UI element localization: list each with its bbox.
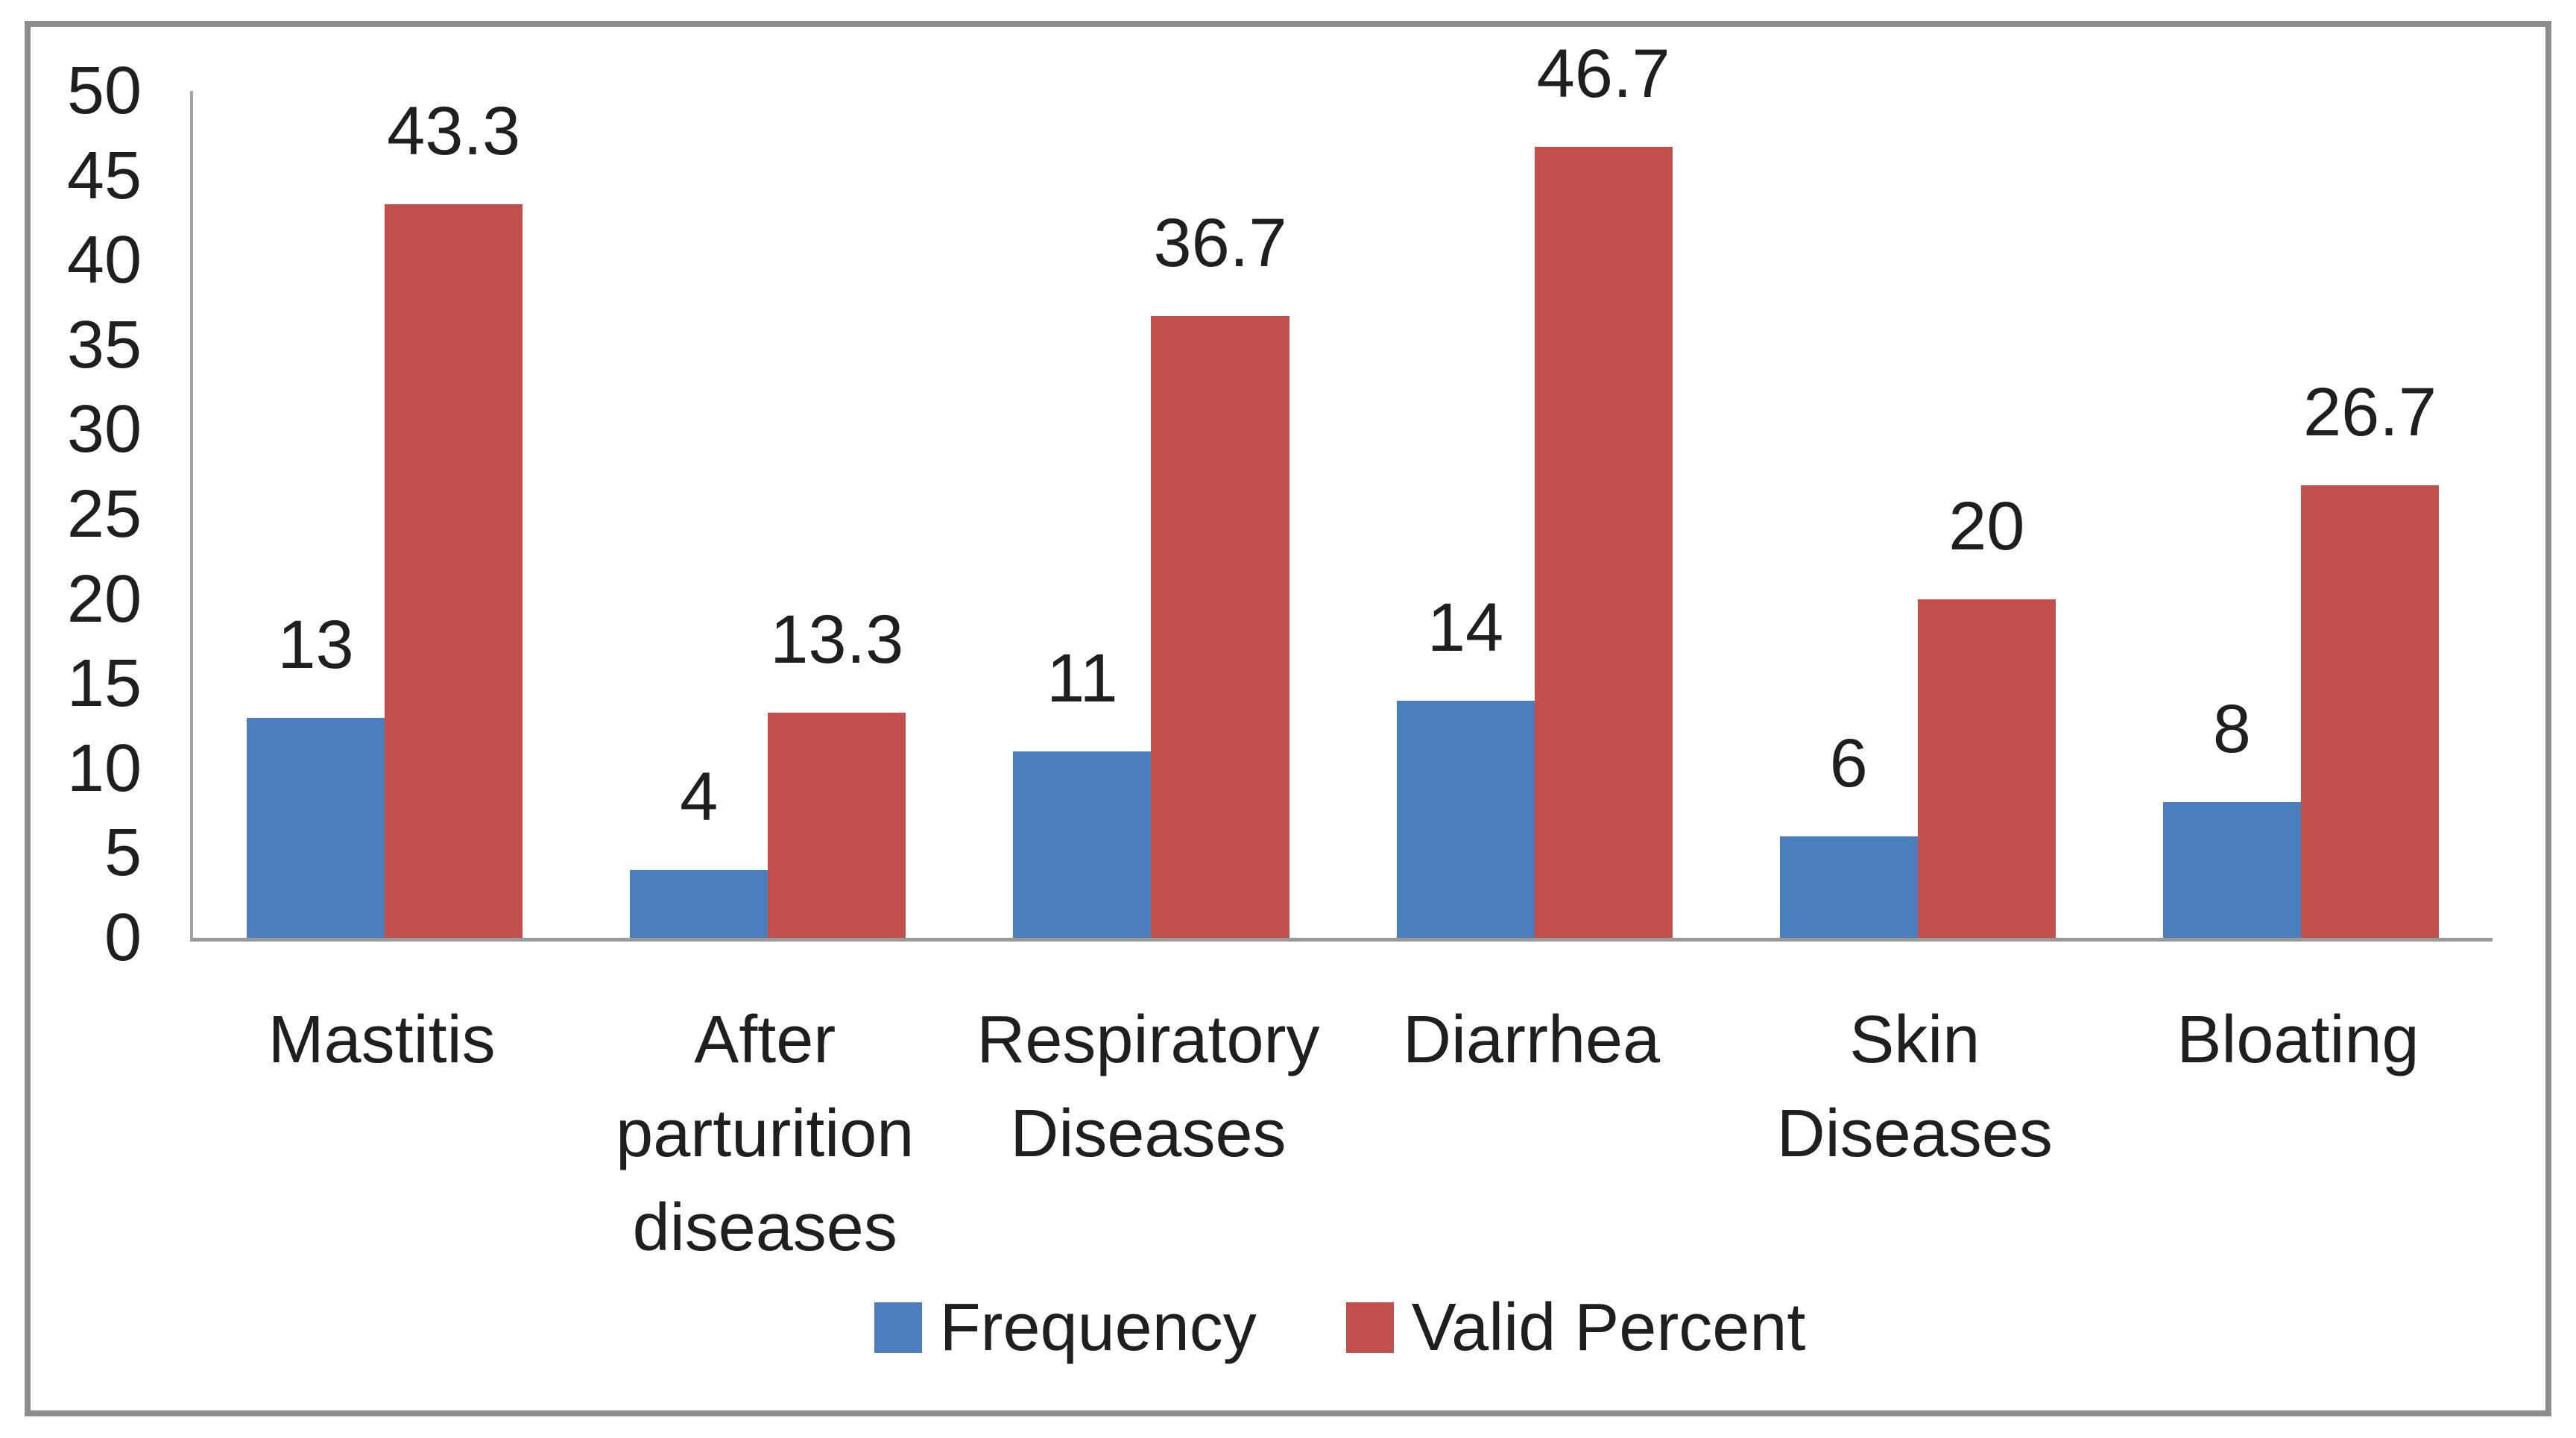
y-tick-label: 50 <box>66 54 142 128</box>
data-label: 8 <box>2212 691 2251 768</box>
bar-valid-percent: 43.3 <box>385 97 523 938</box>
bar-group: 6 20 <box>1726 91 2109 938</box>
category-label-cell: Mastitis <box>190 993 573 1275</box>
category-label-cell: Bloating <box>2106 993 2490 1275</box>
category-label: Diarrhea <box>1403 1003 1661 1077</box>
y-tick-label: 0 <box>104 901 142 975</box>
bar-group: 4 13.3 <box>576 91 959 938</box>
category-label-cell: After parturition diseases <box>573 993 956 1275</box>
y-tick-label: 5 <box>104 816 142 891</box>
data-label: 4 <box>680 759 719 836</box>
bar-group: 11 36.7 <box>959 91 1342 938</box>
data-label: 11 <box>1046 640 1118 717</box>
y-tick-label: 35 <box>66 307 142 382</box>
bar-frequency: 13 <box>246 611 385 938</box>
bar-valid-percent: 46.7 <box>1534 40 1673 938</box>
legend-swatch-icon <box>1345 1302 1394 1353</box>
legend-label: Valid Percent <box>1411 1290 1806 1365</box>
category-label: Skin Diseases <box>1776 1003 2053 1171</box>
data-label: 14 <box>1427 589 1504 666</box>
y-tick-label: 40 <box>66 223 142 298</box>
category-label: Mastitis <box>268 1003 496 1077</box>
data-label: 13.3 <box>770 601 904 678</box>
data-label: 43.3 <box>387 93 521 170</box>
bar-frequency: 8 <box>2162 695 2301 938</box>
data-label: 46.7 <box>1536 35 1670 112</box>
bar-group: 13 43.3 <box>193 91 576 938</box>
y-tick-label: 15 <box>66 646 142 722</box>
y-tick-label: 10 <box>66 731 142 806</box>
bar-valid-percent: 13.3 <box>768 605 906 938</box>
bar-frequency: 6 <box>1779 729 1918 938</box>
y-axis-tick-labels: 0 5 10 15 20 25 30 35 40 45 50 <box>31 57 142 971</box>
bar-valid-percent: 36.7 <box>1151 209 1289 938</box>
category-label-cell: Diarrhea <box>1340 993 1723 1275</box>
chart-frame: 0 5 10 15 20 25 30 35 40 45 50 13 43.3 4 13.3 11 36.7 14… <box>25 21 2551 1416</box>
bar-valid-percent: 20 <box>1917 492 2056 938</box>
category-label: Bloating <box>2176 1003 2419 1077</box>
legend-label: Frequency <box>939 1290 1257 1365</box>
y-tick-label: 25 <box>66 477 142 552</box>
category-label-cell: Skin Diseases <box>1723 993 2106 1275</box>
category-label-cell: Respiratory Diseases <box>956 993 1339 1275</box>
bar-frequency: 11 <box>1013 644 1152 938</box>
bar-group: 8 26.7 <box>2109 91 2493 938</box>
y-tick-label: 45 <box>66 138 142 213</box>
data-label: 6 <box>1829 725 1868 801</box>
y-tick-label: 20 <box>66 561 142 637</box>
bar-groups: 13 43.3 4 13.3 11 36.7 14 46.7 6 20 8 26.7 <box>193 40 2493 938</box>
x-axis-category-labels: Mastitis After parturition diseases Respir… <box>190 993 2490 1275</box>
legend-item: Valid Percent <box>1345 1290 1806 1365</box>
y-tick-label: 30 <box>66 392 142 467</box>
bar-frequency: 14 <box>1396 593 1535 938</box>
bar-frequency: 4 <box>630 763 768 938</box>
legend-swatch-icon <box>874 1302 922 1353</box>
data-label: 20 <box>1948 488 2025 564</box>
category-label: Respiratory Diseases <box>976 1003 1320 1171</box>
data-label: 36.7 <box>1153 205 1287 282</box>
data-label: 13 <box>277 606 354 683</box>
bar-group: 14 46.7 <box>1343 40 1726 938</box>
plot-area: 13 43.3 4 13.3 11 36.7 14 46.7 6 20 8 26.7 <box>190 40 2493 942</box>
legend-item: Frequency <box>874 1294 1257 1361</box>
bar-valid-percent: 26.7 <box>2300 378 2440 938</box>
data-label: 26.7 <box>2302 374 2437 451</box>
legend: Frequency Valid Percent <box>190 1294 2490 1361</box>
category-label: After parturition diseases <box>616 1003 915 1265</box>
